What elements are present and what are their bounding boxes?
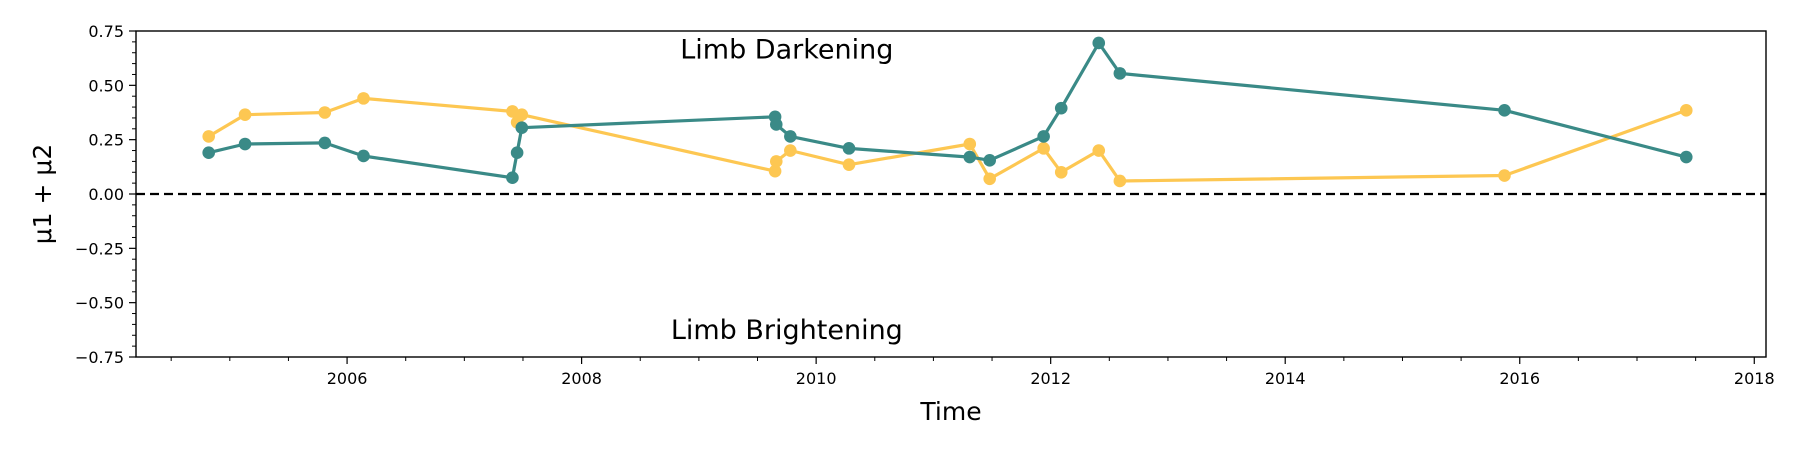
series-2-point (1679, 104, 1693, 117)
series-1-point (1037, 130, 1050, 143)
x-tick-label: 2012 (1030, 369, 1071, 388)
y-tick-label: 0.25 (88, 131, 124, 150)
x-tick-label: 2008 (561, 369, 602, 388)
series-group (202, 36, 1693, 188)
series-2-point (1037, 142, 1050, 155)
series-2-point (1092, 144, 1106, 157)
series-1-point (769, 118, 783, 131)
series-2 (202, 92, 1693, 188)
y-tick-label: 0.50 (88, 76, 124, 95)
series-1-point (983, 154, 996, 167)
series-1-point (238, 137, 252, 151)
series-2-point (238, 108, 252, 121)
annotation-limb-brightening: Limb Brightening (671, 315, 903, 346)
x-axis-label: Time (919, 397, 981, 426)
series-2-point (983, 172, 996, 186)
series-1-point (202, 146, 216, 160)
x-tick-label: 2014 (1265, 369, 1306, 388)
y-tick-label: −0.50 (75, 294, 124, 313)
series-2-point (963, 137, 977, 151)
series-1-point (318, 136, 332, 150)
tick-labels: 2006 2008 2010 2012 2014 2016 2018 0.75 0.50 0.25… (75, 22, 1775, 388)
annotations: Limb Darkening Limb Brightening (671, 34, 903, 345)
series-2-point (1498, 169, 1511, 182)
y-tick-label: −0.75 (75, 348, 124, 367)
series-1-point (1092, 36, 1106, 50)
y-tick-label: −0.25 (75, 239, 124, 258)
x-tick-label: 2006 (327, 369, 368, 388)
series-2-point (202, 130, 216, 143)
y-tick-label: 0.75 (88, 22, 124, 41)
series-2-point (515, 108, 529, 121)
y-tick-label: 0.00 (88, 185, 124, 204)
series-1-point (515, 121, 529, 135)
x-tick-label: 2010 (796, 369, 837, 388)
series-2-point (769, 155, 783, 168)
series-1 (202, 36, 1693, 184)
series-2-point (784, 144, 797, 157)
series-1-point (1054, 101, 1068, 115)
series-1-point (506, 171, 519, 184)
series-1-point (510, 146, 524, 160)
series-1-point (357, 149, 370, 163)
series-2-point (318, 106, 332, 119)
series-1-point (963, 150, 977, 164)
plot-frame (135, 30, 1767, 358)
annotation-limb-darkening: Limb Darkening (680, 34, 893, 65)
series-1-point (1679, 150, 1693, 164)
series-1-point (842, 142, 856, 155)
y-axis-label: μ1 + μ2 (28, 144, 57, 244)
tick-marks (129, 30, 1755, 364)
series-2-point (1054, 165, 1068, 179)
series-1-point (784, 130, 797, 143)
series-2-point (357, 92, 370, 105)
series-2-line (207, 96, 1688, 183)
series-2-point (1113, 174, 1127, 188)
x-tick-label: 2016 (1499, 369, 1540, 388)
series-2-point (842, 158, 856, 171)
series-1-line (207, 41, 1688, 180)
series-1-point (1113, 67, 1127, 80)
x-tick-label: 2018 (1734, 369, 1775, 388)
series-1-point (1498, 104, 1511, 117)
series-2-point (768, 164, 782, 178)
